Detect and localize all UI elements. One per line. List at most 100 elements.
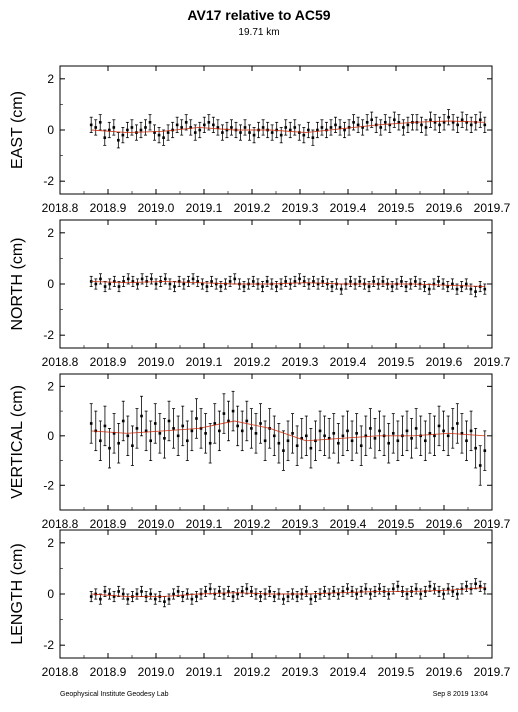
data-point — [245, 587, 249, 591]
data-point — [130, 126, 134, 129]
data-point — [347, 126, 351, 129]
data-point — [433, 121, 437, 124]
data-point — [107, 128, 111, 132]
data-point — [334, 123, 337, 127]
data-point — [225, 128, 229, 132]
data-point — [393, 118, 396, 122]
data-point — [112, 595, 116, 598]
data-point — [312, 280, 315, 283]
x-tick-label: 2019.4 — [330, 665, 367, 679]
data-point — [103, 590, 107, 593]
x-tick-label: 2018.9 — [90, 355, 127, 369]
data-point — [428, 585, 432, 588]
data-point — [293, 280, 297, 283]
data-point — [446, 587, 450, 591]
data-point — [330, 285, 334, 288]
data-point — [131, 444, 134, 448]
data-point — [205, 285, 209, 288]
x-tick-label: 2019.0 — [138, 665, 175, 679]
data-point — [295, 444, 299, 448]
data-point — [189, 126, 193, 129]
data-point — [191, 277, 195, 281]
data-point — [222, 412, 226, 415]
data-point — [149, 439, 152, 443]
data-point — [456, 123, 459, 127]
data-point — [396, 439, 400, 443]
x-tick-label: 2018.8 — [42, 201, 79, 215]
x-tick-label: 2019.1 — [186, 665, 223, 679]
data-point — [414, 587, 418, 591]
data-point — [218, 590, 221, 593]
data-point — [277, 441, 281, 445]
x-tick-label: 2019.1 — [186, 517, 223, 531]
data-point — [117, 285, 121, 288]
x-tick-label: 2018.9 — [90, 201, 127, 215]
data-point — [140, 277, 144, 281]
y-tick-label: -2 — [43, 478, 54, 492]
y-tick-label: 2 — [47, 72, 54, 86]
data-point — [193, 131, 197, 134]
data-point — [442, 121, 446, 124]
data-point — [89, 422, 93, 425]
x-tick-label: 2019.3 — [282, 201, 319, 215]
y-tick-label: 2 — [47, 226, 54, 240]
x-tick-label: 2019.6 — [426, 201, 463, 215]
data-point — [428, 432, 432, 435]
data-point — [207, 121, 211, 124]
data-point — [103, 424, 107, 428]
data-point — [446, 285, 450, 288]
data-point — [94, 282, 98, 286]
data-point — [307, 282, 311, 286]
footer-credit: Geophysical Institute Geodesy Lab — [60, 691, 169, 698]
data-point — [359, 590, 363, 593]
data-point — [272, 434, 276, 438]
panel-1: 2018.8 2018.9 2019.0 2019.1 2019.2 2019.3 2019… — [9, 219, 511, 369]
data-point — [302, 133, 306, 137]
data-point — [153, 131, 156, 134]
data-point — [465, 439, 468, 443]
data-point — [323, 590, 326, 593]
data-point — [173, 285, 176, 288]
x-tick-label: 2019.4 — [330, 517, 367, 531]
data-point — [218, 429, 221, 433]
data-point — [460, 432, 464, 435]
data-point — [318, 592, 322, 596]
data-point — [284, 280, 287, 283]
data-point — [182, 282, 186, 286]
data-point — [295, 595, 299, 598]
data-point — [158, 432, 162, 435]
data-point — [372, 280, 375, 283]
data-point — [103, 285, 107, 288]
data-point — [204, 590, 207, 593]
data-point — [420, 123, 423, 127]
x-tick-label: 2018.9 — [90, 517, 127, 531]
y-axis-label: NORTH (cm) — [9, 237, 26, 330]
data-point — [406, 123, 410, 127]
data-point — [318, 429, 322, 433]
data-point — [135, 592, 139, 596]
data-point — [250, 590, 253, 593]
data-point — [441, 282, 445, 286]
data-point — [167, 597, 171, 601]
y-axis-label: EAST (cm) — [9, 91, 26, 169]
x-tick-label: 2019.7 — [474, 355, 511, 369]
data-point — [259, 422, 262, 425]
x-tick-label: 2019.5 — [378, 517, 415, 531]
data-point — [163, 277, 167, 281]
x-tick-label: 2019.5 — [378, 665, 415, 679]
data-point — [397, 121, 401, 124]
data-point — [341, 590, 345, 593]
data-point — [464, 282, 468, 286]
data-point — [291, 432, 294, 435]
data-point — [163, 600, 166, 603]
data-point — [168, 282, 172, 286]
data-point — [261, 285, 264, 288]
data-point — [131, 280, 135, 283]
data-point — [122, 280, 125, 283]
y-tick-label: -2 — [43, 328, 54, 342]
data-point — [157, 133, 161, 137]
y-tick-label: -2 — [43, 174, 54, 188]
data-point — [99, 439, 102, 443]
data-point — [456, 592, 459, 596]
